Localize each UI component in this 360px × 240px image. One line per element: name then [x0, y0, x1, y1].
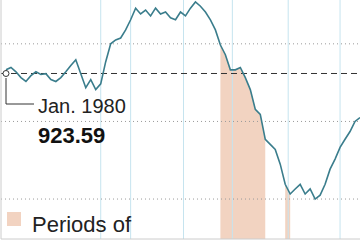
svg-text:Jan. 1980: Jan. 1980: [38, 95, 126, 117]
svg-text:923.59: 923.59: [38, 123, 105, 148]
svg-text:Periods of: Periods of: [32, 212, 132, 237]
